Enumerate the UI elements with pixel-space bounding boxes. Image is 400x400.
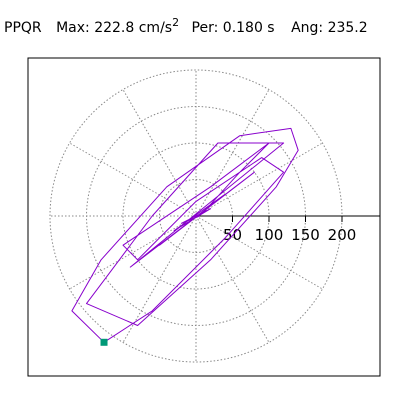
plot-frame <box>27 57 381 377</box>
spoke <box>69 215 197 290</box>
angle: Ang: 235.2 <box>291 20 368 36</box>
r-tick-label: 150 <box>291 226 320 244</box>
period: Per: 0.180 s <box>192 20 275 36</box>
max: Max: 222.8 cm/s <box>56 20 172 36</box>
max-exponent: 2 <box>172 16 179 29</box>
chart-title: PPQR Max: 222.8 cm/s2 Per: 0.180 s Ang: … <box>4 14 368 36</box>
station: PPQR <box>4 20 42 36</box>
r-tick-label: 100 <box>255 226 284 244</box>
orbit-trace <box>71 127 299 343</box>
r-tick-label: 200 <box>328 226 357 244</box>
peak-marker <box>100 338 108 346</box>
